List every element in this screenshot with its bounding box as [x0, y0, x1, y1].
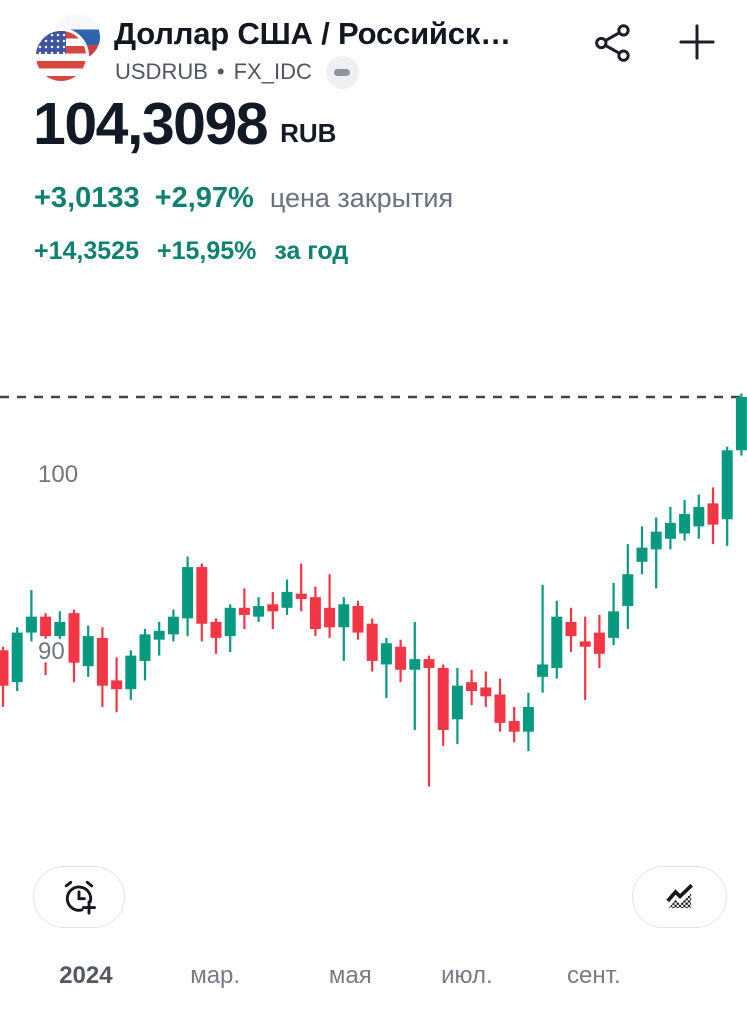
change-absolute: +3,0133 — [34, 182, 140, 214]
area-chart-style-icon — [665, 883, 693, 909]
candle-19 — [267, 591, 279, 630]
candle-7 — [96, 627, 108, 707]
candle-43 — [608, 583, 620, 645]
candle-10 — [139, 629, 151, 681]
candle-50 — [707, 487, 719, 545]
candle-30 — [423, 655, 435, 787]
candle-47 — [664, 506, 676, 550]
candle-27 — [380, 637, 392, 699]
x-axis-label: мая — [328, 962, 372, 989]
candle-18 — [253, 597, 265, 622]
price-row: 104,3098 RUB — [33, 91, 337, 157]
y-axis-label: 90 — [38, 638, 65, 665]
us-flag-icon — [33, 28, 89, 84]
candle-1 — [11, 627, 23, 691]
x-axis-label: 2024 — [59, 962, 113, 989]
candle-26 — [366, 618, 378, 672]
minus-pill-icon — [334, 68, 351, 76]
candle-12 — [167, 609, 179, 642]
chart-style-button[interactable] — [632, 866, 727, 928]
candle-52 — [735, 393, 747, 456]
candle-40 — [565, 607, 577, 653]
candle-23 — [324, 574, 336, 638]
candle-0 — [0, 646, 9, 707]
candle-37 — [522, 692, 534, 752]
candle-11 — [153, 621, 165, 656]
exchange-label: FX_IDC — [233, 59, 312, 84]
candle-31 — [437, 664, 449, 746]
candle-15 — [210, 618, 222, 654]
instrument-subtitle: USDRUB • FX_IDC — [115, 54, 359, 90]
add-to-watchlist-button[interactable] — [674, 19, 720, 65]
year-change-caption: за год — [274, 237, 349, 265]
candle-9 — [125, 650, 137, 700]
candle-35 — [494, 678, 506, 732]
price-chart[interactable]: 100 90 — [0, 380, 747, 840]
symbol-label: USDRUB — [115, 59, 208, 84]
candle-51 — [721, 446, 733, 546]
candle-45 — [636, 526, 648, 575]
us-flag-canton — [36, 31, 66, 54]
y-axis-label: 100 — [38, 461, 78, 488]
candle-5 — [68, 609, 80, 683]
currency-pair-flag-icon — [33, 12, 105, 84]
candle-2 — [25, 590, 37, 642]
candle-41 — [579, 616, 591, 700]
candle-34 — [480, 671, 492, 707]
candle-16 — [224, 604, 236, 653]
candle-25 — [352, 600, 364, 640]
candle-8 — [111, 657, 123, 713]
share-nodes-icon — [595, 24, 630, 62]
candle-32 — [451, 667, 463, 745]
candle-29 — [409, 621, 421, 730]
instrument-title: Доллар США / Российск… — [114, 16, 511, 51]
time-axis: 2024 мар. мая июл. сент. — [0, 962, 747, 1002]
candle-4 — [54, 611, 66, 647]
change-row: +3,0133 +2,97% цена закрытия — [34, 182, 453, 215]
candle-44 — [622, 544, 634, 630]
change-caption: цена закрытия — [269, 183, 454, 213]
candle-3 — [40, 613, 52, 676]
candle-6 — [82, 625, 94, 677]
candle-24 — [338, 597, 350, 661]
candle-49 — [693, 494, 705, 539]
add-alert-button[interactable] — [33, 866, 125, 928]
plus-icon — [679, 24, 715, 60]
x-axis-label: июл. — [441, 962, 493, 989]
candle-20 — [281, 579, 293, 615]
candle-22 — [309, 586, 321, 637]
alarm-clock-plus-icon — [64, 880, 96, 915]
candle-38 — [537, 584, 549, 693]
share-button[interactable] — [590, 20, 636, 66]
candle-14 — [196, 563, 208, 642]
candle-42 — [593, 614, 605, 668]
candle-28 — [395, 639, 407, 683]
candle-48 — [679, 499, 691, 541]
x-axis-label: сент. — [567, 962, 621, 989]
last-price: 104,3098 — [33, 91, 269, 157]
year-change-percent: +15,95% — [156, 237, 257, 265]
candle-46 — [650, 517, 662, 589]
subtitle-separator: • — [216, 59, 225, 84]
change-percent: +2,97% — [154, 182, 254, 214]
currency-label: RUB — [280, 117, 337, 148]
year-change-absolute: +14,3525 — [34, 237, 139, 265]
x-axis-label: мар. — [190, 962, 241, 989]
candle-36 — [508, 706, 520, 743]
market-status-badge[interactable] — [325, 55, 359, 89]
candle-21 — [295, 563, 307, 612]
candle-13 — [182, 556, 194, 637]
candle-17 — [238, 588, 250, 630]
candle-33 — [466, 669, 478, 706]
candle-39 — [551, 600, 563, 679]
year-change-row: +14,3525 +15,95% за год — [34, 237, 348, 266]
